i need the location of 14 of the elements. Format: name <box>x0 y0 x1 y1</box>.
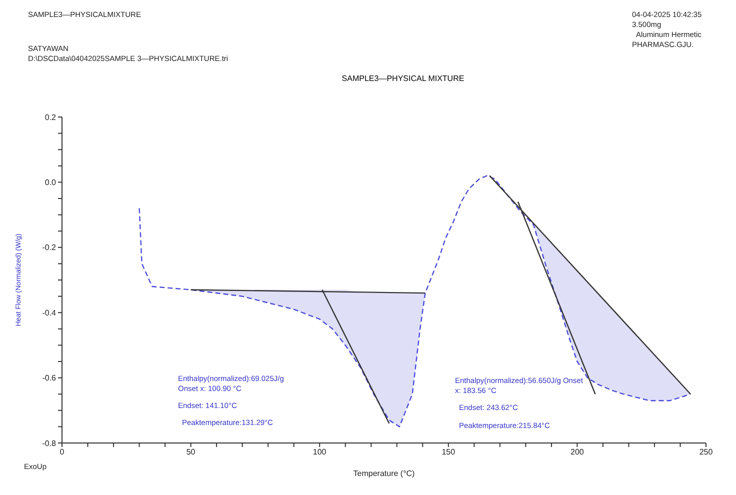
x-tick-label: 200 <box>570 448 584 457</box>
y-tick-label: -0.4 <box>42 308 57 318</box>
x-tick-label: 250 <box>699 448 714 457</box>
x-tick-label: 150 <box>442 448 456 457</box>
x-axis-title: Temperature (°C) <box>353 469 416 478</box>
y-tick-label: 0.2 <box>44 112 57 122</box>
y-tick-label: 0.0 <box>44 178 57 188</box>
x-tick-label: 100 <box>312 448 327 457</box>
y-tick-label: -0.6 <box>42 374 57 383</box>
chart-title: SAMPLE3—PHYSICAL MIXTURE <box>340 74 466 83</box>
y-tick-label: -0.8 <box>42 438 57 448</box>
y-tick-label: -0.2 <box>42 243 57 252</box>
x-tick-label: 0 <box>60 448 65 457</box>
x-tick-label: 50 <box>186 448 196 457</box>
